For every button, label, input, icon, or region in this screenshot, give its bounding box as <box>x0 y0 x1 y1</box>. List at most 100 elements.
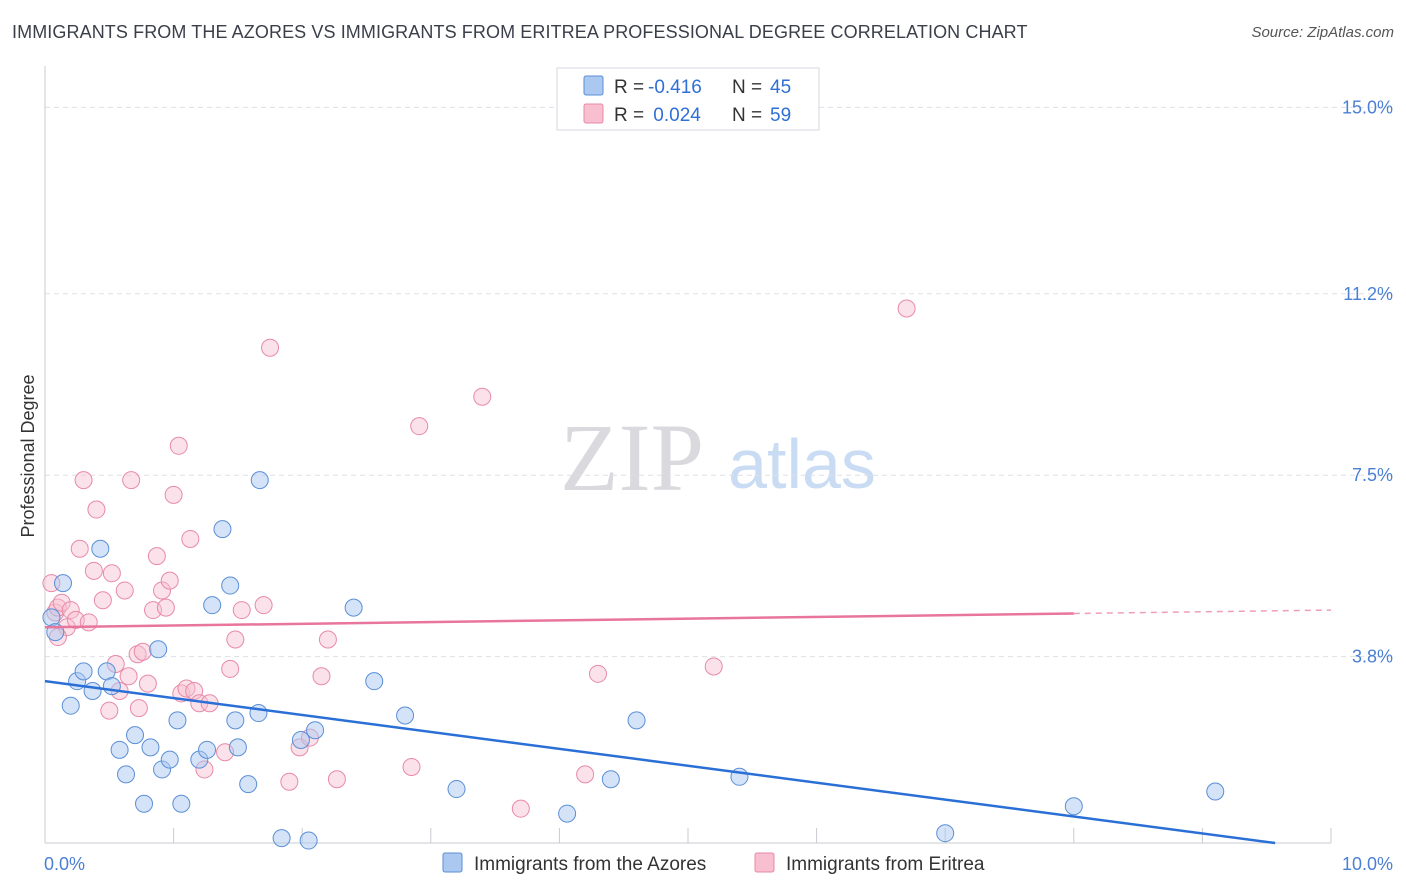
azores-point-29 <box>250 471 269 490</box>
eritrea-point-47 <box>312 667 331 686</box>
watermark-atlas: atlas <box>728 425 876 503</box>
legend-r-label-azores: R = <box>614 77 644 98</box>
azores-point-33 <box>306 721 325 740</box>
x-tick-label-0: 0.0% <box>44 854 85 874</box>
azores-point-7 <box>91 539 110 558</box>
eritrea-point-39 <box>221 659 240 678</box>
eritrea-point-14 <box>102 564 121 583</box>
eritrea-point-28 <box>160 571 179 590</box>
eritrea-point-30 <box>169 436 188 455</box>
grid-lines <box>45 106 1392 658</box>
azores-point-17 <box>160 750 179 769</box>
y-axis-label: Professional Degree <box>18 374 38 537</box>
azores-point-9 <box>102 677 121 696</box>
azores-point-5 <box>74 662 93 681</box>
eritrea-point-43 <box>261 338 280 357</box>
eritrea-point-13 <box>100 701 119 720</box>
legend-n-value-eritrea: 59 <box>770 105 791 126</box>
eritrea-point-25 <box>147 547 166 566</box>
eritrea-point-8 <box>74 471 93 490</box>
azores-points <box>42 471 1225 850</box>
legend-r-label-eritrea: R = <box>614 105 644 126</box>
eritrea-point-33 <box>181 529 200 548</box>
azores-point-25 <box>226 711 245 730</box>
azores-point-37 <box>447 780 466 799</box>
eritrea-trend-line-extension <box>1073 609 1332 615</box>
eritrea-point-5 <box>61 601 80 620</box>
eritrea-point-17 <box>115 581 134 600</box>
azores-point-35 <box>365 672 384 691</box>
azores-point-12 <box>126 726 145 745</box>
eritrea-point-23 <box>138 674 157 693</box>
y-tick-label-3: 15.0% <box>1342 97 1393 117</box>
eritrea-point-12 <box>93 591 112 610</box>
bottom-legend-swatch-azores <box>442 852 463 873</box>
azores-point-28 <box>249 704 268 723</box>
azores-point-27 <box>239 775 258 794</box>
y-tick-label-0: 3.8% <box>1352 647 1393 667</box>
azores-point-23 <box>213 520 232 539</box>
y-tick-label-2: 11.2% <box>1343 284 1393 304</box>
eritrea-point-48 <box>318 630 337 649</box>
eritrea-point-41 <box>232 601 251 620</box>
eritrea-point-9 <box>79 613 98 632</box>
azores-point-13 <box>135 794 154 813</box>
top-legend: R = -0.416 N = 45 R = 0.024 N = 59 <box>556 67 820 131</box>
eritrea-point-50 <box>402 757 421 776</box>
azores-point-39 <box>601 770 620 789</box>
azores-point-24 <box>221 576 240 595</box>
eritrea-point-29 <box>164 485 183 504</box>
azores-point-43 <box>1064 797 1083 816</box>
x-tick-label-1: 10.0% <box>1342 854 1393 874</box>
eritrea-point-27 <box>156 598 175 617</box>
azores-point-32 <box>299 831 318 850</box>
eritrea-point-11 <box>84 561 103 580</box>
azores-point-15 <box>149 640 168 659</box>
eritrea-point-40 <box>226 630 245 649</box>
legend-n-label-eritrea: N = <box>732 105 762 126</box>
eritrea-points <box>42 299 916 818</box>
azores-point-31 <box>291 731 310 750</box>
bottom-legend-label-azores: Immigrants from the Azores <box>474 854 706 875</box>
azores-point-0 <box>42 608 61 627</box>
azores-point-38 <box>558 804 577 823</box>
azores-point-36 <box>396 706 415 725</box>
azores-point-2 <box>54 574 73 593</box>
legend-r-value-eritrea: 0.024 <box>648 105 701 126</box>
eritrea-point-44 <box>280 772 299 791</box>
azores-point-21 <box>198 740 217 759</box>
azores-point-44 <box>1206 782 1225 801</box>
eritrea-point-22 <box>133 642 152 661</box>
eritrea-point-54 <box>576 765 595 784</box>
y-tick-label-1: 7.5% <box>1352 465 1393 485</box>
eritrea-point-56 <box>704 657 723 676</box>
bottom-legend-label-eritrea: Immigrants from Eritrea <box>786 854 985 875</box>
eritrea-point-53 <box>511 799 530 818</box>
azores-point-18 <box>168 711 187 730</box>
eritrea-point-21 <box>129 699 148 718</box>
chart-title: IMMIGRANTS FROM THE AZORES VS IMMIGRANTS… <box>12 22 1028 42</box>
legend-n-value-azores: 45 <box>770 77 791 98</box>
eritrea-point-3 <box>52 593 71 612</box>
legend-n-label-azores: N = <box>732 77 762 98</box>
azores-point-10 <box>110 740 129 759</box>
eritrea-point-51 <box>410 417 429 436</box>
watermark-zip: ZIP <box>560 404 704 511</box>
eritrea-point-42 <box>254 596 273 615</box>
azores-point-40 <box>627 711 646 730</box>
eritrea-trend-line <box>44 612 1074 629</box>
legend-swatch-azores <box>583 75 604 96</box>
legend-swatch-eritrea <box>583 103 604 124</box>
legend-r-value-azores: -0.416 <box>648 77 702 98</box>
eritrea-point-57 <box>897 299 916 318</box>
source-label: Source: ZipAtlas.com <box>1251 24 1394 41</box>
azores-point-26 <box>228 738 247 757</box>
tick-labels: 3.8% 7.5% 11.2% 15.0% 0.0% 10.0% <box>44 97 1393 874</box>
eritrea-point-19 <box>122 471 141 490</box>
eritrea-point-26 <box>153 581 172 600</box>
eritrea-point-52 <box>473 387 492 406</box>
azores-point-6 <box>83 681 102 700</box>
eritrea-point-49 <box>327 770 346 789</box>
azores-point-19 <box>172 794 191 813</box>
